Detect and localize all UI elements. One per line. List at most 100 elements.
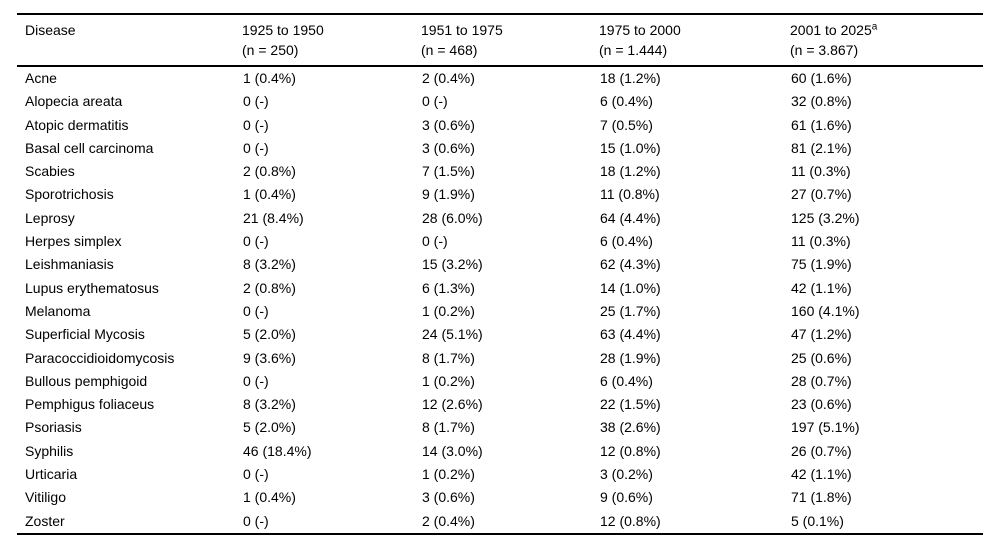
value-cell: 9 (1.9%) xyxy=(422,186,475,203)
value-cell: 42 (1.1%) xyxy=(791,279,852,296)
value-cell: 2 (0.8%) xyxy=(243,163,296,180)
column-label: Disease xyxy=(25,22,76,38)
header-row: Disease 1925 to 1950 (n = 250) 1951 to 1… xyxy=(17,14,983,67)
table-row: Pemphigus foliaceus 8 (3.2%) 12 (2.6%) 22 (… xyxy=(17,393,983,416)
value-cell: 0 (-) xyxy=(243,116,269,133)
value-cell: 6 (0.4%) xyxy=(600,233,653,250)
disease-cell: Lupus erythematosus xyxy=(25,279,159,296)
disease-cell: Alopecia areata xyxy=(25,93,123,110)
table-row: Scabies 2 (0.8%) 7 (1.5%) 18 (1.2%) 11 (0.3%… xyxy=(17,160,983,183)
disease-cell: Vitiligo xyxy=(25,489,66,506)
value-cell: 26 (0.7%) xyxy=(791,442,852,459)
column-header-period-3: 1975 to 2000 (n = 1.444) xyxy=(599,14,790,67)
value-cell: 0 (-) xyxy=(243,372,269,389)
table-row: Urticaria 0 (-) 1 (0.2%) 3 (0.2%) 42 (1.1%) xyxy=(17,463,983,486)
column-n-count: (n = 250) xyxy=(242,42,299,58)
disease-cell: Zoster xyxy=(25,512,65,529)
table-row: Leprosy 21 (8.4%) 28 (6.0%) 64 (4.4%) 125 (3… xyxy=(17,207,983,230)
value-cell: 8 (3.2%) xyxy=(243,256,296,273)
value-cell: 64 (4.4%) xyxy=(600,209,661,226)
value-cell: 14 (3.0%) xyxy=(422,442,483,459)
value-cell: 11 (0.3%) xyxy=(791,233,851,250)
column-n-count: (n = 1.444) xyxy=(599,42,668,58)
disease-cell: Psoriasis xyxy=(25,419,82,436)
value-cell: 81 (2.1%) xyxy=(791,139,852,156)
value-cell: 2 (0.8%) xyxy=(243,279,296,296)
value-cell: 18 (1.2%) xyxy=(600,163,661,180)
value-cell: 2 (0.4%) xyxy=(422,70,475,86)
value-cell: 0 (-) xyxy=(243,512,269,529)
value-cell: 1 (0.2%) xyxy=(422,466,475,483)
value-cell: 9 (0.6%) xyxy=(600,489,653,506)
value-cell: 125 (3.2%) xyxy=(791,209,860,226)
table-row: Sporotrichosis 1 (0.4%) 9 (1.9%) 11 (0.8%) 2… xyxy=(17,183,983,206)
value-cell: 9 (3.6%) xyxy=(243,349,296,366)
value-cell: 60 (1.6%) xyxy=(791,70,852,86)
column-label: 1975 to 2000 xyxy=(599,22,681,38)
value-cell: 14 (1.0%) xyxy=(600,279,661,296)
value-cell: 7 (0.5%) xyxy=(600,116,653,133)
table-row: Superficial Mycosis 5 (2.0%) 24 (5.1%) 63 (… xyxy=(17,323,983,346)
disease-cell: Bullous pemphigoid xyxy=(25,372,148,389)
column-label: 1925 to 1950 xyxy=(242,22,324,38)
value-cell: 63 (4.4%) xyxy=(600,326,661,343)
column-label: 1951 to 1975 xyxy=(421,22,503,38)
table-row: Herpes simplex 0 (-) 0 (-) 6 (0.4%) 11 (0.3%… xyxy=(17,230,983,253)
column-label-text: 2001 to 2025 xyxy=(790,22,872,38)
table-row: Lupus erythematosus 2 (0.8%) 6 (1.3%) 14 (1… xyxy=(17,277,983,300)
table-row: Zoster 0 (-) 2 (0.4%) 12 (0.8%) 5 (0.1%) xyxy=(17,510,983,534)
value-cell: 6 (0.4%) xyxy=(600,93,653,110)
disease-cell: Leprosy xyxy=(25,209,75,226)
value-cell: 28 (0.7%) xyxy=(791,372,852,389)
disease-cell: Scabies xyxy=(25,163,75,180)
value-cell: 22 (1.5%) xyxy=(600,396,661,413)
value-cell: 3 (0.6%) xyxy=(422,116,475,133)
value-cell: 71 (1.8%) xyxy=(791,489,852,506)
value-cell: 42 (1.1%) xyxy=(791,466,852,483)
table-row: Acne 1 (0.4%) 2 (0.4%) 18 (1.2%) 60 (1.6%) xyxy=(17,66,983,90)
column-header-period-4: 2001 to 2025a (n = 3.867) xyxy=(790,14,983,67)
value-cell: 75 (1.9%) xyxy=(791,256,852,273)
value-cell: 27 (0.7%) xyxy=(791,186,852,203)
value-cell: 23 (0.6%) xyxy=(791,396,852,413)
value-cell: 38 (2.6%) xyxy=(600,419,661,436)
table-row: Basal cell carcinoma 0 (-) 3 (0.6%) 15 (1.0… xyxy=(17,137,983,160)
column-n-count: (n = 3.867) xyxy=(790,42,859,58)
column-label: 2001 to 2025a xyxy=(790,20,983,40)
table-row: Alopecia areata 0 (-) 0 (-) 6 (0.4%) 32 (0.8… xyxy=(17,90,983,113)
value-cell: 197 (5.1%) xyxy=(791,419,860,436)
disease-cell: Acne xyxy=(25,70,57,86)
value-cell: 15 (1.0%) xyxy=(600,139,661,156)
value-cell: 25 (0.6%) xyxy=(791,349,852,366)
value-cell: 28 (6.0%) xyxy=(422,209,483,226)
table-row: Atopic dermatitis 0 (-) 3 (0.6%) 7 (0.5%) 61… xyxy=(17,114,983,137)
value-cell: 2 (0.4%) xyxy=(422,512,475,529)
table-row: Syphilis 46 (18.4%) 14 (3.0%) 12 (0.8%) 26 (… xyxy=(17,440,983,463)
value-cell: 1 (0.2%) xyxy=(422,302,475,319)
value-cell: 25 (1.7%) xyxy=(600,302,661,319)
value-cell: 8 (1.7%) xyxy=(422,349,475,366)
table-row: Melanoma 0 (-) 1 (0.2%) 25 (1.7%) 160 (4.1%) xyxy=(17,300,983,323)
value-cell: 160 (4.1%) xyxy=(791,302,860,319)
value-cell: 5 (0.1%) xyxy=(791,512,844,529)
disease-cell: Superficial Mycosis xyxy=(25,326,145,343)
value-cell: 47 (1.2%) xyxy=(791,326,852,343)
value-cell: 0 (-) xyxy=(422,233,448,250)
column-header-disease: Disease xyxy=(17,14,242,67)
disease-cell: Melanoma xyxy=(25,302,91,319)
table-row: Paracoccidioidomycosis 9 (3.6%) 8 (1.7%) 28… xyxy=(17,347,983,370)
value-cell: 18 (1.2%) xyxy=(600,70,661,86)
value-cell: 5 (2.0%) xyxy=(243,326,296,343)
table-row: Bullous pemphigoid 0 (-) 1 (0.2%) 6 (0.4%) 2… xyxy=(17,370,983,393)
value-cell: 0 (-) xyxy=(243,139,269,156)
value-cell: 32 (0.8%) xyxy=(791,93,852,110)
value-cell: 0 (-) xyxy=(243,93,269,110)
table-row: Leishmaniasis 8 (3.2%) 15 (3.2%) 62 (4.3%) 7… xyxy=(17,253,983,276)
value-cell: 7 (1.5%) xyxy=(422,163,475,180)
value-cell: 3 (0.6%) xyxy=(422,139,475,156)
value-cell: 61 (1.6%) xyxy=(791,116,852,133)
table-container: Disease 1925 to 1950 (n = 250) 1951 to 1… xyxy=(17,13,983,535)
table-body: Acne 1 (0.4%) 2 (0.4%) 18 (1.2%) 60 (1.6%) Al… xyxy=(17,66,983,534)
value-cell: 6 (1.3%) xyxy=(422,279,475,296)
value-cell: 1 (0.4%) xyxy=(243,70,296,86)
